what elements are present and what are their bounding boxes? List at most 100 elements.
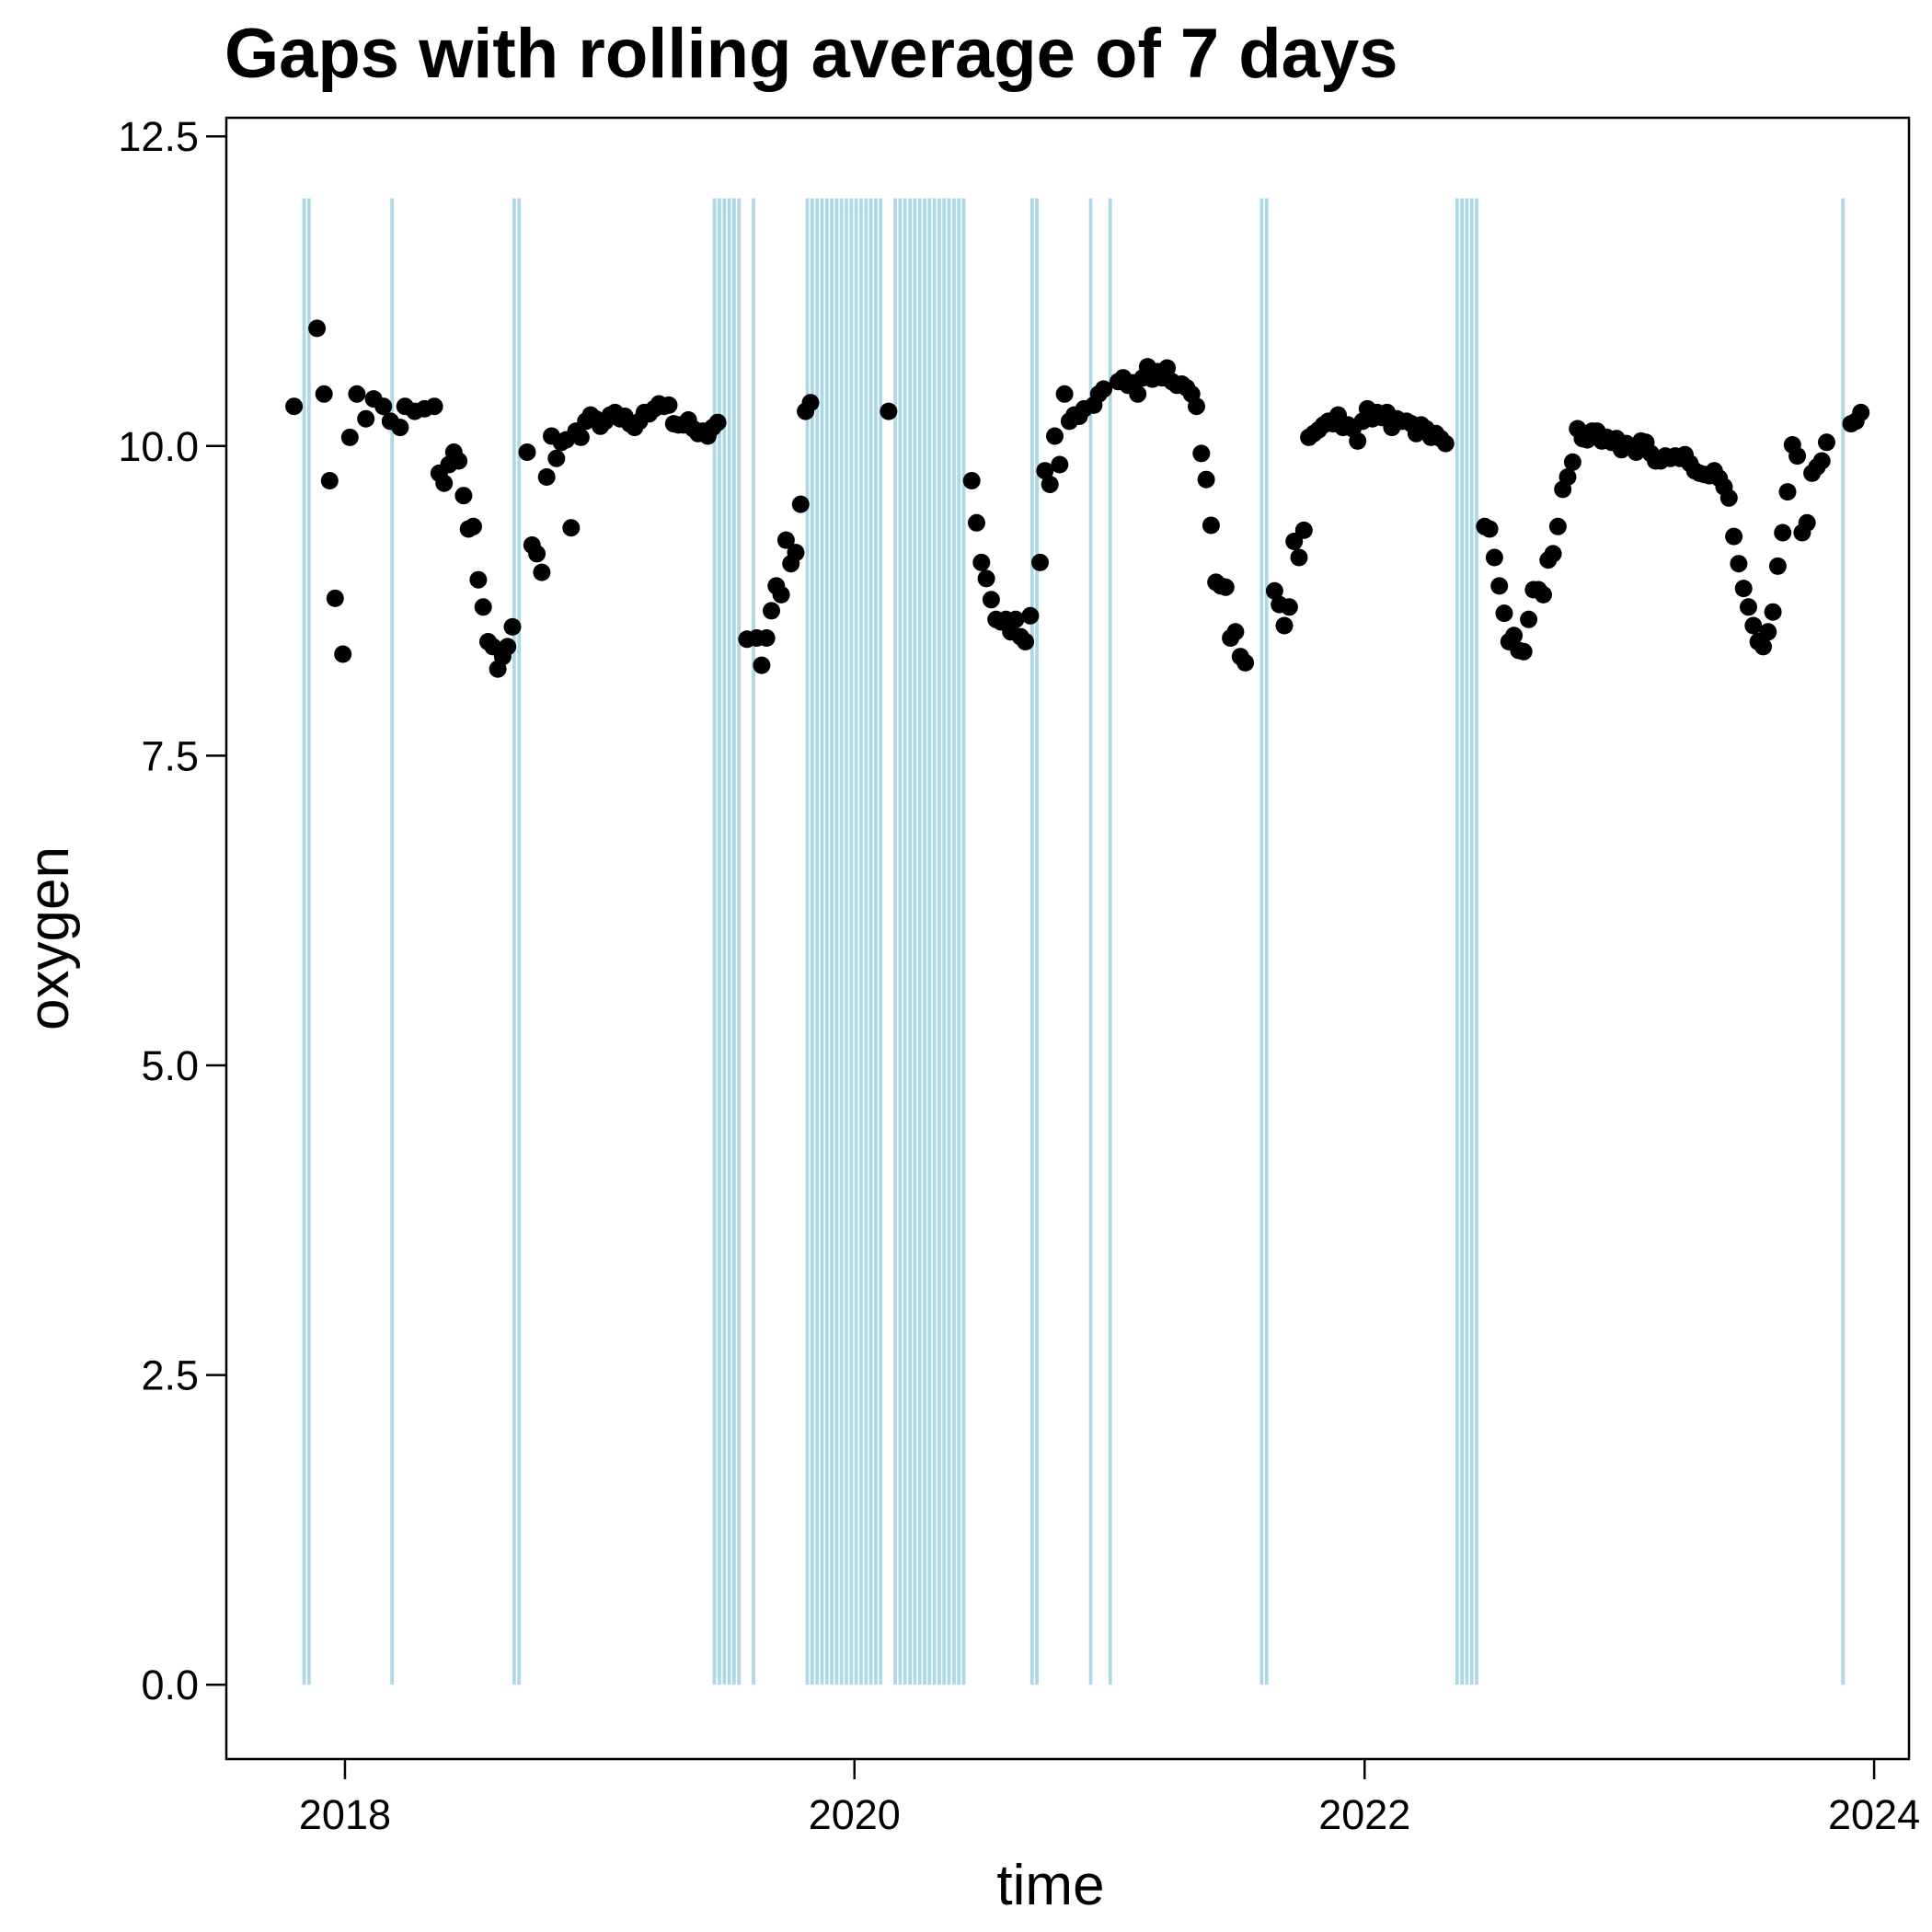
gap-bar bbox=[923, 198, 926, 1685]
data-point bbox=[1021, 606, 1040, 625]
gap-bar bbox=[512, 198, 516, 1685]
gap-bar bbox=[917, 198, 922, 1685]
data-point bbox=[1764, 603, 1782, 621]
data-point bbox=[787, 544, 805, 562]
gap-bar bbox=[752, 198, 755, 1685]
data-point bbox=[1192, 444, 1211, 463]
data-point bbox=[1036, 462, 1054, 480]
data-point bbox=[791, 495, 810, 513]
gap-bar bbox=[834, 198, 839, 1685]
x-tick-label: 2022 bbox=[1318, 1791, 1410, 1838]
data-point bbox=[528, 545, 546, 563]
data-point bbox=[391, 419, 409, 437]
gap-bar bbox=[859, 198, 863, 1685]
data-point bbox=[880, 402, 898, 420]
gap-bar bbox=[913, 198, 917, 1685]
data-point bbox=[968, 513, 985, 532]
data-point bbox=[801, 394, 820, 412]
gap-bar bbox=[893, 198, 897, 1685]
data-point bbox=[340, 428, 359, 446]
gap-bar bbox=[737, 198, 742, 1685]
data-point bbox=[320, 472, 339, 489]
data-point bbox=[357, 409, 375, 428]
x-tick-label: 2018 bbox=[299, 1791, 391, 1838]
data-point bbox=[454, 487, 473, 505]
data-point bbox=[571, 428, 590, 446]
data-point bbox=[1290, 548, 1308, 567]
data-point bbox=[1759, 623, 1777, 641]
data-point bbox=[1485, 548, 1503, 567]
data-point bbox=[285, 397, 304, 416]
x-axis-label: time bbox=[996, 1854, 1104, 1917]
gap-bar bbox=[879, 198, 883, 1685]
data-point bbox=[753, 656, 771, 674]
y-tick-label: 5.0 bbox=[141, 1042, 199, 1089]
gap-bar bbox=[517, 198, 522, 1685]
gap-bar bbox=[811, 198, 814, 1685]
data-point bbox=[1514, 642, 1533, 661]
gap-bar bbox=[903, 198, 907, 1685]
data-point bbox=[757, 629, 776, 647]
data-point bbox=[1006, 610, 1025, 628]
data-point bbox=[315, 385, 333, 403]
gap-bar bbox=[820, 198, 824, 1685]
y-tick-label: 12.5 bbox=[118, 113, 199, 160]
data-point bbox=[1294, 521, 1313, 539]
gap-bar bbox=[898, 198, 903, 1685]
data-point bbox=[1349, 431, 1367, 450]
gap-bar bbox=[1475, 198, 1478, 1685]
data-point bbox=[1734, 580, 1753, 598]
gap-bar bbox=[839, 198, 844, 1685]
data-point bbox=[1095, 380, 1113, 398]
data-point bbox=[1275, 616, 1294, 635]
data-point bbox=[1129, 385, 1147, 403]
data-point bbox=[1436, 434, 1455, 453]
data-point bbox=[1535, 585, 1552, 604]
gap-bar bbox=[718, 198, 721, 1685]
data-point bbox=[533, 563, 551, 581]
gap-bar bbox=[1035, 198, 1039, 1685]
data-point bbox=[1544, 545, 1562, 563]
gap-bar bbox=[302, 198, 306, 1685]
data-point bbox=[1197, 470, 1215, 489]
data-point bbox=[499, 638, 517, 656]
data-point bbox=[474, 598, 492, 616]
data-point bbox=[1744, 616, 1763, 635]
data-point bbox=[1730, 555, 1748, 573]
gap-bar bbox=[732, 198, 736, 1685]
gap-bar bbox=[908, 198, 912, 1685]
data-point bbox=[1216, 578, 1235, 596]
y-tick-label: 10.0 bbox=[118, 423, 199, 470]
data-point bbox=[1818, 433, 1835, 452]
data-point bbox=[1505, 627, 1524, 645]
data-point bbox=[465, 517, 482, 535]
gap-bar bbox=[307, 198, 311, 1685]
data-point bbox=[708, 413, 727, 431]
y-axis-label: oxygen bbox=[17, 846, 81, 1030]
gap-bar bbox=[815, 198, 820, 1685]
data-point bbox=[1265, 581, 1283, 600]
data-point bbox=[977, 569, 995, 588]
gap-bar bbox=[957, 198, 961, 1685]
data-point bbox=[537, 468, 556, 486]
data-point bbox=[776, 531, 795, 549]
data-point bbox=[469, 570, 488, 589]
data-point bbox=[435, 474, 454, 492]
data-point bbox=[1768, 557, 1787, 575]
gap-bar bbox=[932, 198, 937, 1685]
data-point bbox=[772, 585, 790, 604]
data-point bbox=[1754, 638, 1772, 656]
data-point bbox=[1812, 452, 1831, 470]
gap-bar bbox=[727, 198, 731, 1685]
data-point bbox=[334, 645, 352, 663]
gap-bar bbox=[1029, 198, 1034, 1685]
gap-bar bbox=[854, 198, 858, 1685]
gap-bar bbox=[952, 198, 956, 1685]
gap-bar bbox=[1264, 198, 1269, 1685]
gap-bar bbox=[864, 198, 868, 1685]
gap-bars bbox=[302, 198, 1846, 1685]
data-point bbox=[1017, 633, 1035, 650]
gap-bar bbox=[1259, 198, 1264, 1685]
gap-bar bbox=[874, 198, 878, 1685]
